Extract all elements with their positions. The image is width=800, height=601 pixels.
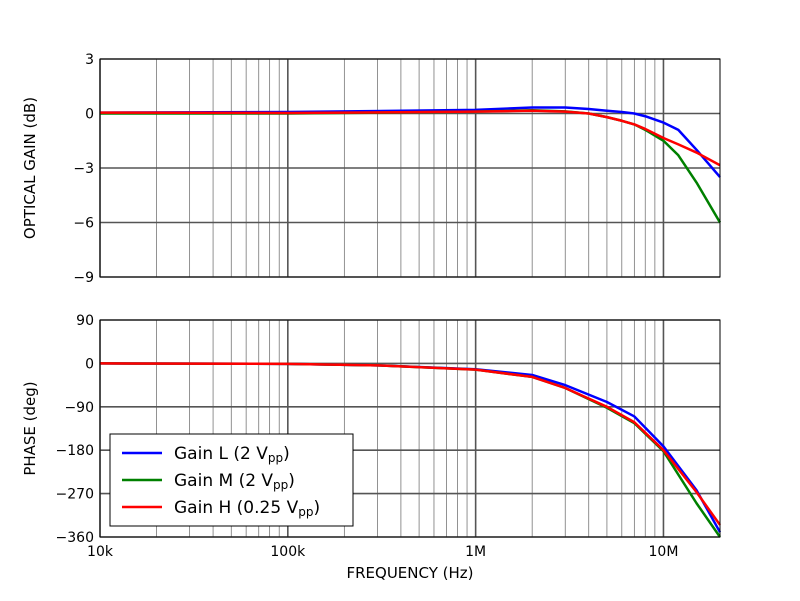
y-tick-label: −270	[56, 487, 94, 503]
legend-label: Gain M (2 Vpp)	[174, 471, 295, 492]
y-tick-label: 0	[85, 356, 94, 372]
legend-label: Gain L (2 Vpp)	[174, 444, 290, 465]
y-tick-label: 0	[85, 107, 94, 123]
series-line-1	[100, 108, 722, 224]
y-axis-label: OPTICAL GAIN (dB)	[21, 97, 39, 239]
x-axis-label: FREQUENCY (Hz)	[346, 564, 473, 582]
legend-label: Gain H (0.25 Vpp)	[174, 498, 320, 519]
x-tick-label: 10k	[87, 544, 114, 560]
y-tick-label: −360	[56, 530, 94, 546]
x-tick-label: 100k	[270, 544, 306, 560]
panel-gain: 3 0 −3 −6 −9 OPTICAL GAIN (dB)	[21, 52, 722, 286]
plot-frame	[99, 58, 721, 278]
y-tick-label: −6	[73, 216, 94, 232]
y-tick-label: 3	[85, 52, 94, 68]
y-tick-label: −90	[64, 400, 94, 416]
series-line-2	[99, 362, 722, 526]
plot-frame	[99, 319, 721, 538]
legend: Gain L (2 Vpp) Gain M (2 Vpp) Gain H (0.25…	[109, 433, 354, 527]
x-tick-label: 1M	[465, 544, 486, 560]
y-tick-label: −3	[73, 161, 94, 177]
y-axis-label: PHASE (deg)	[21, 381, 39, 475]
series-line-0	[99, 106, 721, 178]
x-tick-label: 10M	[649, 544, 679, 560]
y-tick-label: 90	[76, 313, 94, 329]
y-tick-label: −9	[73, 270, 94, 286]
panel-phase: 90 0 −90 −180 −270 −360 PHASE (deg) 10k 100k 1M 10…	[21, 313, 722, 582]
y-tick-label: −180	[56, 443, 94, 459]
series-line-2	[99, 109, 721, 167]
